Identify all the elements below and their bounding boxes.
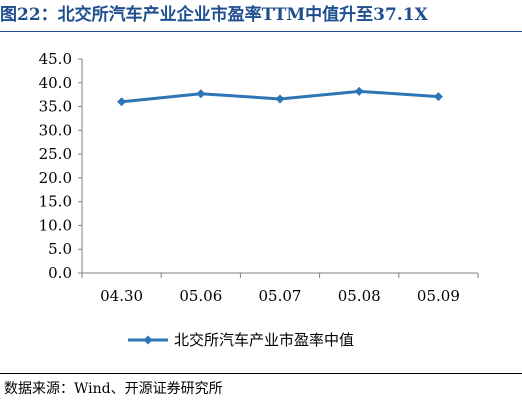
data-point (196, 89, 206, 99)
x-tick-label: 05.06 (179, 287, 222, 305)
y-tick-label: 0.0 (48, 264, 72, 282)
y-tick-label: 15.0 (39, 193, 72, 211)
y-tick-label: 25.0 (39, 145, 72, 163)
y-tick-label: 30.0 (39, 121, 72, 139)
y-tick-label: 40.0 (39, 74, 72, 92)
data-point (117, 97, 127, 107)
x-axis: 04.30 05.06 05.07 05.08 05.09 (81, 272, 479, 305)
x-tick-label: 05.08 (338, 287, 381, 305)
y-tick-label: 45.0 (39, 50, 72, 68)
y-axis: 0.0 5.0 10.0 15.0 20.0 25.0 30.0 35.0 40.0 45.0 (39, 50, 83, 282)
data-point (275, 94, 285, 104)
y-tick-label: 10.0 (39, 216, 72, 234)
source-divider (0, 373, 522, 374)
legend-marker (143, 335, 153, 345)
y-tick-label: 20.0 (39, 169, 72, 187)
legend-label: 北交所汽车产业市盈率中值 (174, 331, 354, 349)
series-layer (117, 86, 443, 107)
title-divider (0, 31, 522, 32)
legend: 北交所汽车产业市盈率中值 (128, 331, 354, 349)
source-note: 数据来源：Wind、开源证券研究所 (4, 381, 223, 397)
y-tick-label: 5.0 (48, 240, 72, 258)
line-chart: 0.0 5.0 10.0 15.0 20.0 25.0 30.0 35.0 40.0 45.0 0… (39, 50, 479, 349)
chart-title: 图22：北交所汽车产业企业市盈率TTM中值升至37.1X (0, 5, 428, 25)
x-tick-label: 05.07 (259, 287, 302, 305)
x-tick-label: 04.30 (100, 287, 143, 305)
y-tick-label: 35.0 (39, 98, 72, 116)
data-point (354, 86, 364, 96)
data-point (433, 92, 443, 102)
x-tick-label: 05.09 (417, 287, 460, 305)
